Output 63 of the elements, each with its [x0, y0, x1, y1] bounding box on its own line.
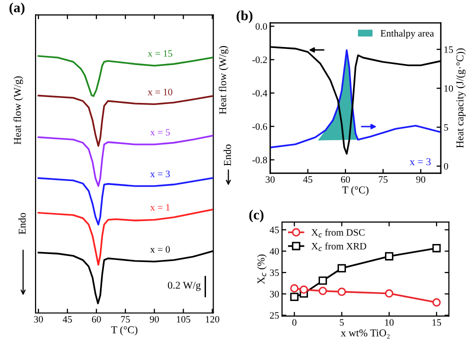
point — [290, 292, 299, 302]
y-tick-label: 25 — [270, 312, 279, 319]
x-tick-label: 45 — [62, 316, 72, 323]
x-tick-label: 30 — [34, 316, 43, 323]
series-label: x = 15 — [148, 50, 172, 57]
legend-label: Enthalpy area — [380, 30, 434, 39]
y-axis-title: Heat flow (W/g) — [14, 76, 24, 144]
chart-title: (c) — [249, 210, 264, 222]
y-axis-title: X$_{c}$ (%) — [257, 254, 267, 284]
text: Endo — [18, 212, 26, 234]
x-tick-label: 90 — [150, 316, 159, 323]
x-tick-label: 90 — [416, 176, 426, 183]
x-axis-title: x wt% TiO₂ — [340, 329, 390, 338]
series-label: x = 3 — [150, 170, 170, 178]
series-label: x = 5 — [150, 129, 170, 136]
y-tick-label: -0.4 — [252, 90, 268, 97]
point — [432, 244, 441, 252]
point — [338, 264, 346, 272]
series-label: x = 1 — [150, 204, 170, 211]
x-tick-label: 75 — [378, 176, 388, 183]
y-tick-label: 30 — [270, 290, 279, 298]
y2-tick-label: 0 — [444, 163, 448, 170]
x-tick-label: 60 — [92, 316, 101, 323]
x-tick-label: 0 — [292, 319, 296, 326]
annotation: x = 3 — [410, 158, 431, 166]
point — [384, 289, 394, 298]
point — [300, 285, 308, 294]
x-tick-label: 120 — [206, 316, 220, 323]
point — [338, 288, 346, 296]
chart-title: (a) — [9, 2, 24, 16]
y2-axis-title: Heat capacity (J/(g·°C)) — [456, 48, 466, 148]
legend-label: X$_{c}$ from DSC — [311, 228, 364, 238]
x-tick-label: 105 — [176, 316, 190, 323]
y-tick-label: -0.8 — [252, 156, 268, 164]
y2-tick-label: 15 — [444, 46, 453, 53]
y2-tick-label: 5 — [444, 124, 448, 131]
point — [290, 284, 299, 292]
point — [318, 286, 327, 296]
y-tick-label: -0.2 — [252, 56, 267, 64]
x-tick-label: 5 — [340, 319, 344, 326]
text: Endo — [224, 144, 231, 166]
point — [384, 252, 394, 260]
y-axis-title: Heat flow (W/g) — [218, 46, 228, 114]
legend-label: X$_{c}$ from XRD — [311, 242, 366, 252]
point — [318, 276, 327, 285]
x-tick-label: 60 — [341, 176, 350, 183]
series-label: x = 10 — [148, 88, 172, 96]
y-tick-label: -0.6 — [252, 123, 268, 130]
x-tick-label: 45 — [303, 176, 312, 183]
y-tick-label: 45 — [270, 226, 279, 234]
x-tick-label: 10 — [385, 319, 394, 326]
y2-tick-label: 10 — [444, 85, 453, 92]
x-tick-label: 15 — [432, 319, 442, 326]
annotation: 0.2 W/g — [168, 282, 201, 291]
series-label: x = 0 — [150, 246, 170, 253]
y-tick-label: 40 — [270, 248, 279, 255]
x-axis-title: T (°C) — [342, 186, 368, 196]
y-tick-label: 0.0 — [256, 23, 268, 30]
point — [432, 298, 441, 307]
chart-title: (b) — [236, 10, 252, 24]
x-tick-label: 75 — [121, 316, 130, 323]
y-tick-label: 35 — [270, 269, 279, 276]
x-axis-title: T (°C) — [111, 326, 138, 336]
